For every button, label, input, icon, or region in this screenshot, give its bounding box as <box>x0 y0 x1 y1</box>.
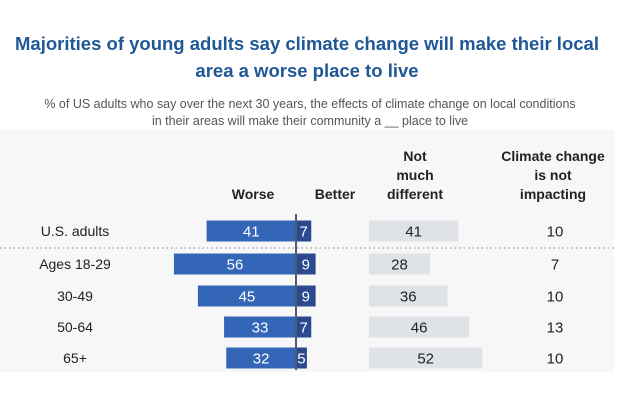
label-worse: 56 <box>227 257 244 274</box>
label-not-much-different: 28 <box>391 257 408 274</box>
bar-not-much-different <box>369 285 448 307</box>
label-worse: 45 <box>239 289 256 306</box>
label-worse: 33 <box>252 320 269 337</box>
label-not-impacting: 10 <box>547 289 564 306</box>
header-line: much <box>396 167 434 183</box>
header-line: different <box>387 186 443 202</box>
header-line: Climate change <box>501 148 605 164</box>
label-not-impacting: 10 <box>547 224 564 241</box>
bar-not-much-different <box>369 220 459 242</box>
bar-not-much-different <box>369 316 470 338</box>
label-better: 7 <box>299 224 307 241</box>
bar-better <box>296 220 312 242</box>
header-better: Better <box>314 186 356 202</box>
label-not-much-different: 46 <box>411 320 428 337</box>
label-better: 5 <box>297 351 305 368</box>
bar-worse <box>224 316 296 338</box>
category-label: Ages 18-29 <box>39 256 111 272</box>
label-not-impacting: 10 <box>547 351 564 368</box>
label-better: 9 <box>302 289 310 306</box>
label-not-much-different: 36 <box>400 289 417 306</box>
bar-better <box>296 253 316 275</box>
label-not-much-different: 41 <box>405 224 422 241</box>
header-line: is not <box>534 167 572 183</box>
bar-worse <box>173 253 296 275</box>
bar-better <box>296 347 307 369</box>
category-label: U.S. adults <box>41 223 109 239</box>
category-label: 30-49 <box>57 288 93 304</box>
label-better: 9 <box>302 257 310 274</box>
bar-better <box>296 285 316 307</box>
label-worse: 32 <box>253 351 270 368</box>
category-label: 50-64 <box>57 319 93 335</box>
bar-worse <box>226 347 296 369</box>
bar-worse <box>206 220 296 242</box>
bar-better <box>296 316 312 338</box>
header-not-much-different: Not much different <box>387 147 443 204</box>
bar-not-much-different <box>369 347 483 369</box>
bar-worse <box>197 285 296 307</box>
header-not-impacting: Climate change is not impacting <box>501 147 604 204</box>
label-not-impacting: 13 <box>547 320 564 337</box>
chart-subtitle: % of US adults who say over the next 30 … <box>44 97 576 128</box>
label-better: 7 <box>299 320 307 337</box>
header-line: Not <box>403 148 427 164</box>
category-label: 65+ <box>63 350 87 366</box>
header-worse: Worse <box>231 186 275 202</box>
bar-not-much-different <box>369 253 431 275</box>
label-worse: 41 <box>243 224 260 241</box>
chart-title: Majorities of young adults say climate c… <box>15 33 599 81</box>
header-line: impacting <box>519 186 587 202</box>
label-not-impacting: 7 <box>551 257 559 274</box>
label-not-much-different: 52 <box>417 351 434 368</box>
